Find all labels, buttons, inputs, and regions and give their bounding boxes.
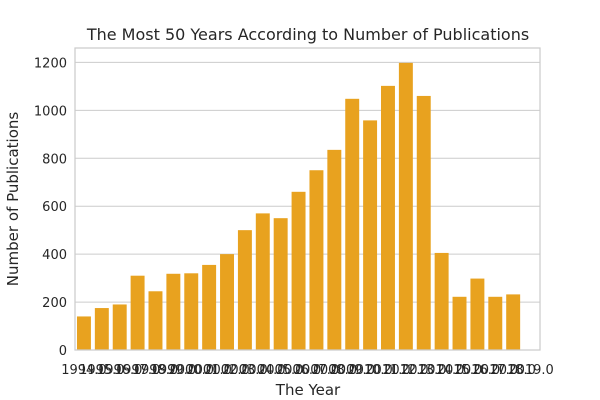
y-tick-label: 0	[59, 344, 67, 359]
bar	[470, 278, 485, 350]
gridlines	[75, 61, 540, 351]
x-tick-label: 1996.0	[97, 363, 143, 378]
x-tick-label: 2016.0	[455, 363, 501, 378]
bar	[184, 273, 199, 350]
bar	[130, 275, 145, 350]
chart-title: The Most 50 Years According to Number of…	[86, 25, 529, 44]
bar	[255, 213, 270, 350]
x-tick-label: 2014.0	[419, 363, 465, 378]
bar	[202, 264, 217, 350]
y-tick-label: 400	[42, 248, 67, 263]
plot-frame	[74, 47, 541, 351]
y-axis-ticks: 0 200 400 600 800 1000 1200	[34, 56, 67, 359]
x-tick-label: 2017.0	[473, 363, 519, 378]
bars	[76, 62, 521, 350]
bar	[506, 294, 521, 350]
x-tick-label: 2003.0	[222, 363, 268, 378]
x-tick-label: 2019.0	[508, 363, 554, 378]
x-tick-label: 1995.0	[79, 363, 125, 378]
x-tick-label: 2009.0	[329, 363, 375, 378]
x-tick-label: 2013.0	[401, 363, 447, 378]
x-tick-label: 2000.0	[169, 363, 215, 378]
bar	[434, 252, 449, 350]
x-tick-label: 2018.0	[490, 363, 536, 378]
x-tick-label: 2004.0	[240, 363, 286, 378]
x-tick-label: 2012.0	[383, 363, 429, 378]
bar	[76, 316, 91, 350]
x-tick-label: 2010.0	[347, 363, 393, 378]
bar	[237, 230, 252, 350]
x-axis-label: The Year	[275, 381, 341, 399]
x-tick-label: 1999.0	[151, 363, 197, 378]
x-axis-ticks: 1994.01995.01996.01997.01998.01999.02000…	[61, 363, 554, 378]
bar	[273, 218, 288, 350]
bar	[309, 170, 324, 350]
y-tick-label: 600	[42, 200, 67, 215]
bar	[345, 98, 360, 350]
y-tick-label: 1000	[34, 104, 67, 119]
bar	[291, 191, 306, 350]
x-tick-label: 2011.0	[365, 363, 411, 378]
bar	[166, 273, 181, 350]
bar	[452, 296, 467, 350]
bar	[148, 291, 163, 350]
bar	[381, 85, 395, 350]
x-tick-label: 2008.0	[312, 363, 358, 378]
y-tick-label: 200	[42, 296, 67, 311]
y-tick-label: 1200	[34, 56, 67, 71]
bar	[112, 304, 127, 350]
x-tick-label: 2006.0	[276, 363, 322, 378]
x-tick-label: 2005.0	[258, 363, 304, 378]
bar	[398, 62, 413, 350]
bar	[94, 308, 109, 350]
x-tick-label: 1997.0	[115, 363, 161, 378]
x-tick-label: 2007.0	[294, 363, 340, 378]
bar	[220, 254, 234, 350]
x-tick-label: 2015.0	[437, 363, 483, 378]
y-axis-label: Number of Publications	[4, 112, 22, 287]
x-tick-label: 2002.0	[204, 363, 250, 378]
x-tick-label: 2001.0	[186, 363, 232, 378]
x-tick-label: 1994.0	[61, 363, 107, 378]
bar	[416, 95, 431, 350]
y-tick-label: 800	[42, 152, 67, 167]
bar	[327, 149, 342, 350]
bar	[488, 296, 503, 350]
x-tick-label: 1998.0	[133, 363, 179, 378]
bar	[363, 120, 378, 350]
